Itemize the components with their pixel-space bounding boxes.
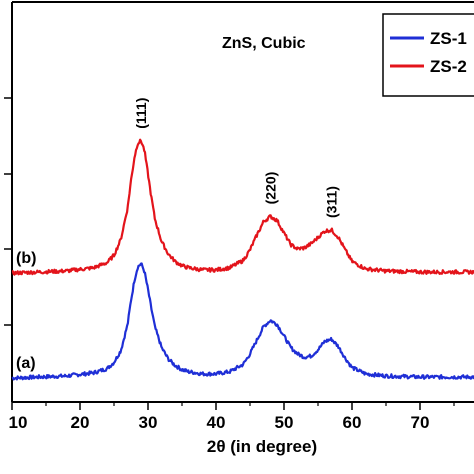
x-axis-ticks	[11, 402, 455, 410]
legend-label: ZS-1	[430, 29, 467, 48]
x-axis-title: 2θ (in degree)	[207, 437, 317, 456]
x-tick-label: 30	[139, 413, 158, 432]
legend-box	[382, 13, 474, 97]
x-axis-tick-labels: 10 20 30 40 50 60 70	[9, 413, 430, 432]
peak-label: (111)	[133, 98, 149, 129]
series-lines	[11, 138, 474, 381]
phase-annotation: ZnS, Cubic	[222, 35, 306, 52]
legend-label: ZS-2	[430, 57, 467, 76]
peak-label: (220)	[262, 172, 278, 205]
x-tick-label: 40	[207, 413, 226, 432]
x-tick-label: 60	[343, 413, 362, 432]
x-tick-label: 20	[71, 413, 90, 432]
curve-label: (a)	[16, 355, 36, 372]
x-tick-label: 70	[411, 413, 430, 432]
curve-labels: (a) (b)	[16, 250, 36, 372]
y-axis-ticks	[4, 97, 12, 326]
series-line-zs-1	[11, 262, 474, 381]
x-tick-label: 10	[9, 413, 28, 432]
legend-items: ZS-1 ZS-2	[390, 29, 467, 76]
series-line-zs-2	[11, 138, 474, 276]
legend: ZS-1 ZS-2	[382, 13, 474, 97]
peak-labels: (111) (220) (311)	[133, 98, 339, 218]
curve-label: (b)	[16, 250, 36, 267]
peak-label: (311)	[324, 186, 340, 218]
x-tick-label: 50	[275, 413, 294, 432]
